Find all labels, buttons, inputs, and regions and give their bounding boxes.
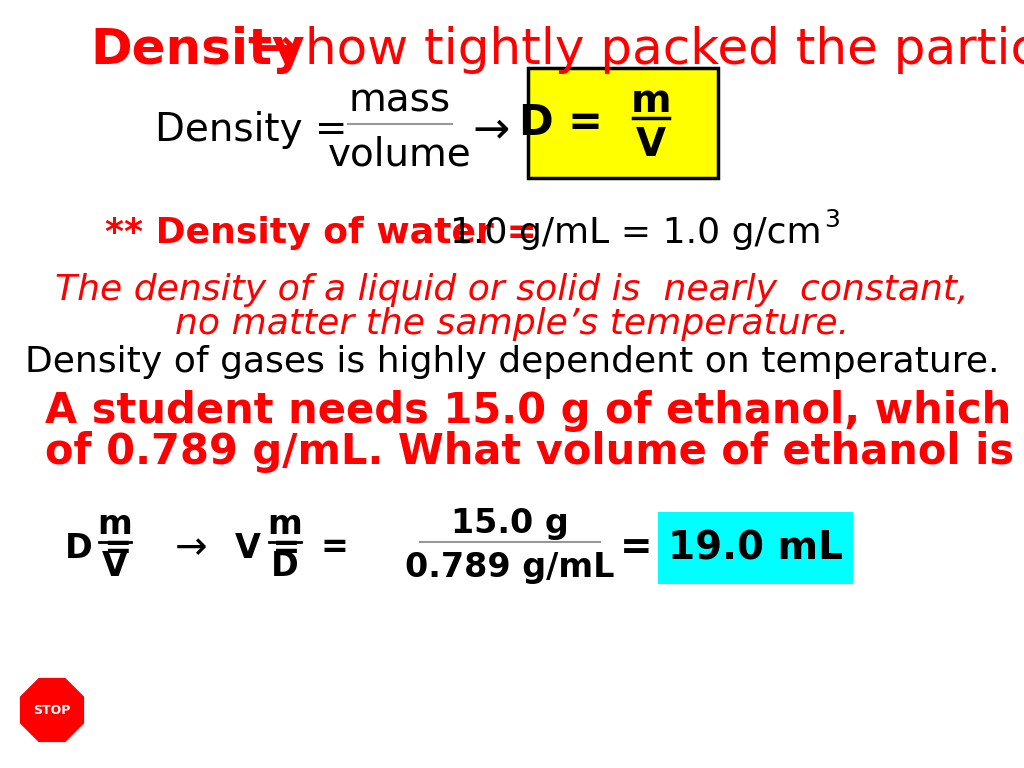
Text: no matter the sample’s temperature.: no matter the sample’s temperature. — [175, 307, 849, 341]
Text: ** Density of water =: ** Density of water = — [105, 216, 537, 250]
Text: Density of gases is highly dependent on temperature.: Density of gases is highly dependent on … — [25, 345, 999, 379]
Text: V =: V = — [234, 531, 300, 564]
FancyBboxPatch shape — [528, 68, 718, 178]
Text: 1.0 g/mL = 1.0 g/cm: 1.0 g/mL = 1.0 g/cm — [450, 216, 821, 250]
Text: volume: volume — [328, 135, 472, 173]
Text: how tightly packed the particles are: how tightly packed the particles are — [305, 26, 1024, 74]
Text: =: = — [319, 531, 348, 564]
Text: =: = — [620, 529, 652, 567]
Text: m: m — [631, 82, 672, 120]
Text: V: V — [636, 126, 666, 164]
Text: D =: D = — [519, 102, 603, 144]
Text: The density of a liquid or solid is  nearly  constant,: The density of a liquid or solid is near… — [55, 273, 969, 307]
Text: Density =: Density = — [155, 111, 347, 149]
Text: 3: 3 — [824, 208, 840, 232]
Text: A student needs 15.0 g of ethanol, which has a density: A student needs 15.0 g of ethanol, which… — [45, 390, 1024, 432]
Text: →: → — [175, 529, 208, 567]
Text: V: V — [102, 549, 128, 582]
FancyBboxPatch shape — [658, 512, 853, 584]
Text: D =: D = — [65, 531, 132, 564]
Text: of 0.789 g/mL. What volume of ethanol is needed?: of 0.789 g/mL. What volume of ethanol is… — [45, 431, 1024, 473]
Text: D: D — [271, 549, 299, 582]
Text: 0.789 g/mL: 0.789 g/mL — [406, 551, 614, 584]
Text: 19.0 mL: 19.0 mL — [668, 529, 843, 567]
Text: mass: mass — [349, 81, 451, 119]
Text: →: → — [255, 26, 297, 74]
Text: 15.0 g: 15.0 g — [452, 508, 569, 541]
Text: →: → — [472, 108, 509, 151]
Text: m: m — [97, 508, 132, 541]
Text: STOP: STOP — [34, 703, 71, 717]
Text: Density: Density — [90, 26, 304, 74]
Polygon shape — [20, 679, 83, 741]
Text: m: m — [267, 508, 302, 541]
